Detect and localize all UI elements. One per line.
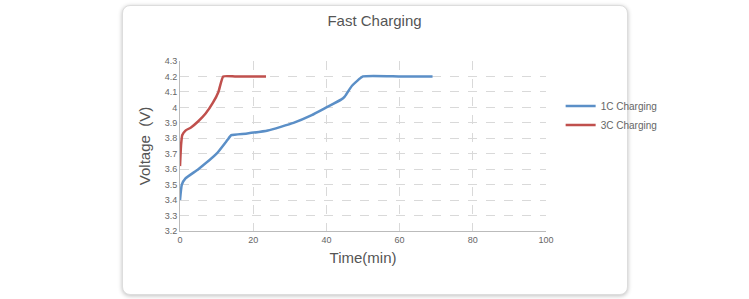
svg-text:4.2: 4.2 [165, 72, 178, 82]
svg-text:3.7: 3.7 [165, 149, 178, 159]
svg-text:3.4: 3.4 [165, 195, 178, 205]
svg-text:4.1: 4.1 [165, 87, 178, 97]
svg-text:3.8: 3.8 [165, 133, 178, 143]
svg-text:40: 40 [321, 235, 331, 245]
svg-text:4: 4 [172, 103, 177, 113]
svg-text:1C Charging: 1C Charging [601, 101, 657, 112]
svg-text:60: 60 [395, 235, 405, 245]
svg-text:Fast Charging: Fast Charging [327, 12, 421, 29]
svg-text:4.3: 4.3 [165, 56, 178, 66]
svg-text:3C Charging: 3C Charging [601, 120, 657, 131]
svg-text:20: 20 [248, 235, 258, 245]
svg-text:Voltage (V): Voltage (V) [136, 107, 153, 185]
svg-text:0: 0 [177, 235, 182, 245]
svg-text:3.6: 3.6 [165, 164, 178, 174]
svg-text:3.2: 3.2 [165, 226, 178, 236]
svg-text:3.3: 3.3 [165, 211, 178, 221]
svg-text:3.9: 3.9 [165, 118, 178, 128]
svg-text:3.5: 3.5 [165, 180, 178, 190]
svg-text:100: 100 [538, 235, 553, 245]
svg-text:80: 80 [468, 235, 478, 245]
svg-text:Time(min): Time(min) [330, 249, 397, 266]
